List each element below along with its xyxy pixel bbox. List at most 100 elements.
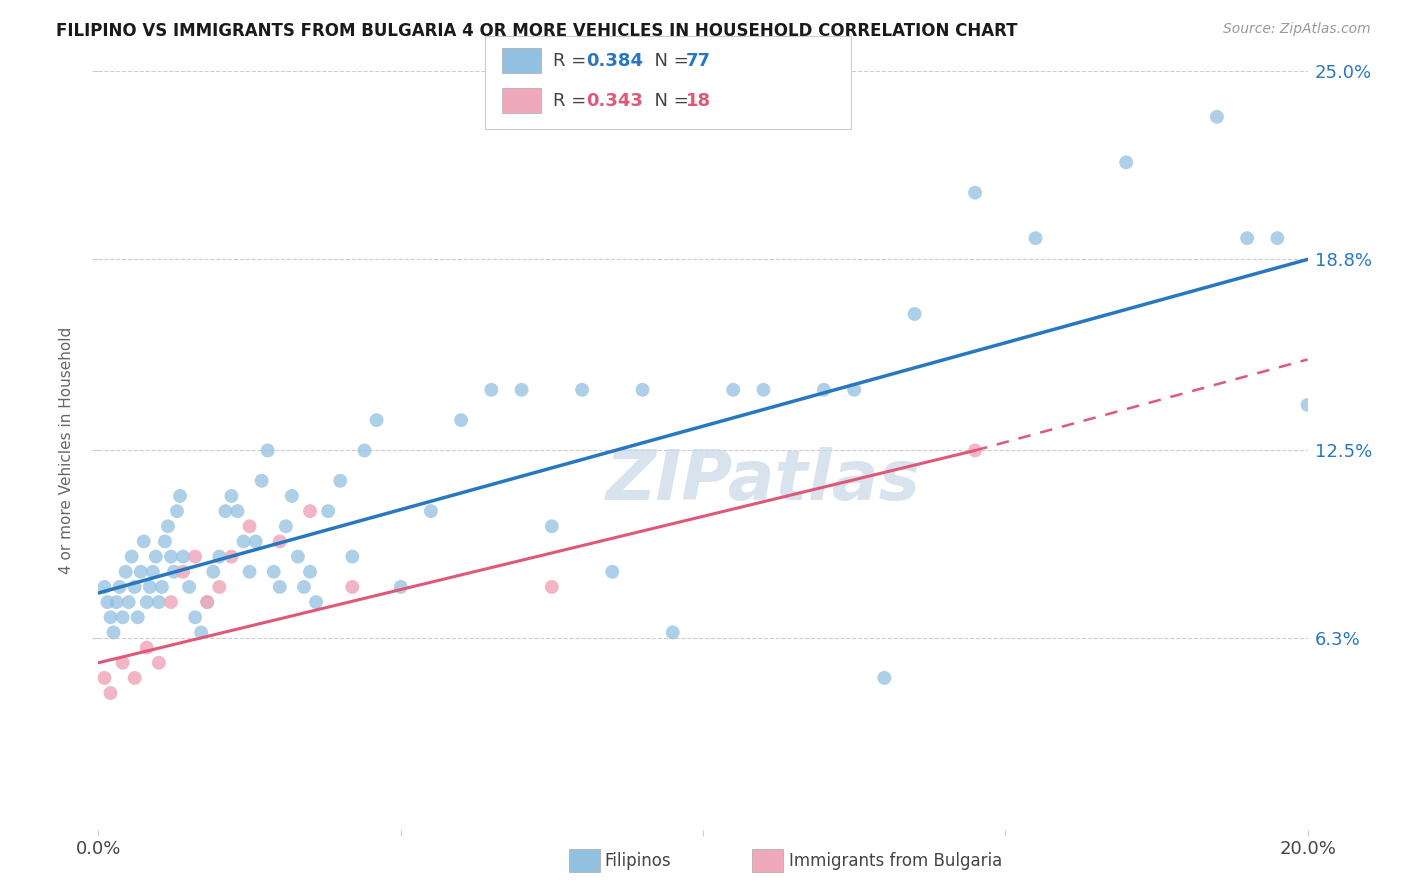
- Point: [1115, 155, 1137, 169]
- Point: [202, 565, 225, 579]
- Point: [100, 686, 122, 700]
- Text: R =: R =: [553, 52, 592, 70]
- Point: [342, 580, 364, 594]
- Point: [195, 595, 218, 609]
- Point: [661, 625, 683, 640]
- Point: [305, 595, 328, 609]
- Point: [292, 580, 315, 594]
- Point: [540, 519, 562, 533]
- Point: [142, 565, 165, 579]
- Point: [111, 610, 134, 624]
- Point: [873, 671, 896, 685]
- Point: [904, 307, 927, 321]
- Point: [481, 383, 503, 397]
- Text: Immigrants from Bulgaria: Immigrants from Bulgaria: [789, 852, 1002, 870]
- Point: [316, 504, 339, 518]
- Point: [221, 489, 243, 503]
- Point: [1267, 231, 1289, 245]
- Point: [226, 504, 249, 518]
- Point: [190, 625, 212, 640]
- Point: [114, 565, 136, 579]
- Point: [103, 625, 125, 640]
- Point: [239, 519, 262, 533]
- Point: [389, 580, 412, 594]
- Point: [184, 549, 207, 564]
- Point: [269, 580, 291, 594]
- Point: [232, 534, 254, 549]
- Point: [366, 413, 388, 427]
- Point: [299, 504, 322, 518]
- Point: [121, 549, 143, 564]
- Point: [160, 595, 183, 609]
- Point: [1024, 231, 1046, 245]
- Point: [723, 383, 745, 397]
- Point: [179, 580, 201, 594]
- Point: [844, 383, 866, 397]
- Point: [965, 443, 987, 458]
- Point: [287, 549, 309, 564]
- Point: [135, 640, 157, 655]
- Point: [420, 504, 443, 518]
- Point: [100, 610, 122, 624]
- Point: [450, 413, 472, 427]
- Point: [156, 519, 179, 533]
- Point: [127, 610, 149, 624]
- Point: [510, 383, 533, 397]
- Point: [602, 565, 624, 579]
- Point: [263, 565, 285, 579]
- Point: [195, 595, 218, 609]
- Point: [124, 671, 146, 685]
- Point: [208, 549, 231, 564]
- Point: [148, 595, 170, 609]
- Point: [172, 565, 194, 579]
- Text: Filipinos: Filipinos: [605, 852, 671, 870]
- Point: [129, 565, 152, 579]
- Point: [93, 671, 115, 685]
- Point: [160, 549, 183, 564]
- Point: [239, 565, 262, 579]
- Point: [250, 474, 273, 488]
- Point: [1296, 398, 1319, 412]
- Text: 77: 77: [686, 52, 711, 70]
- Y-axis label: 4 or more Vehicles in Household: 4 or more Vehicles in Household: [59, 326, 75, 574]
- Point: [124, 580, 146, 594]
- Point: [150, 580, 173, 594]
- Point: [166, 504, 188, 518]
- Point: [111, 656, 134, 670]
- Point: [163, 565, 186, 579]
- Point: [148, 656, 170, 670]
- Point: [571, 383, 593, 397]
- Text: 0.343: 0.343: [586, 92, 643, 110]
- Point: [965, 186, 987, 200]
- Point: [108, 580, 131, 594]
- Point: [281, 489, 304, 503]
- Point: [813, 383, 835, 397]
- Point: [353, 443, 375, 458]
- Text: R =: R =: [553, 92, 592, 110]
- Point: [256, 443, 278, 458]
- Point: [96, 595, 118, 609]
- Text: N =: N =: [643, 52, 695, 70]
- Point: [540, 580, 562, 594]
- Point: [184, 610, 207, 624]
- Text: Source: ZipAtlas.com: Source: ZipAtlas.com: [1223, 22, 1371, 37]
- Point: [274, 519, 297, 533]
- Point: [93, 580, 115, 594]
- Point: [208, 580, 231, 594]
- Point: [221, 549, 243, 564]
- Point: [752, 383, 775, 397]
- Point: [153, 534, 176, 549]
- Point: [135, 595, 157, 609]
- Point: [132, 534, 155, 549]
- Point: [105, 595, 128, 609]
- Point: [299, 565, 322, 579]
- Point: [1236, 231, 1258, 245]
- Point: [1206, 110, 1229, 124]
- Text: 18: 18: [686, 92, 711, 110]
- Text: N =: N =: [643, 92, 695, 110]
- Point: [145, 549, 167, 564]
- Point: [245, 534, 267, 549]
- Point: [172, 549, 194, 564]
- Point: [631, 383, 654, 397]
- Point: [214, 504, 236, 518]
